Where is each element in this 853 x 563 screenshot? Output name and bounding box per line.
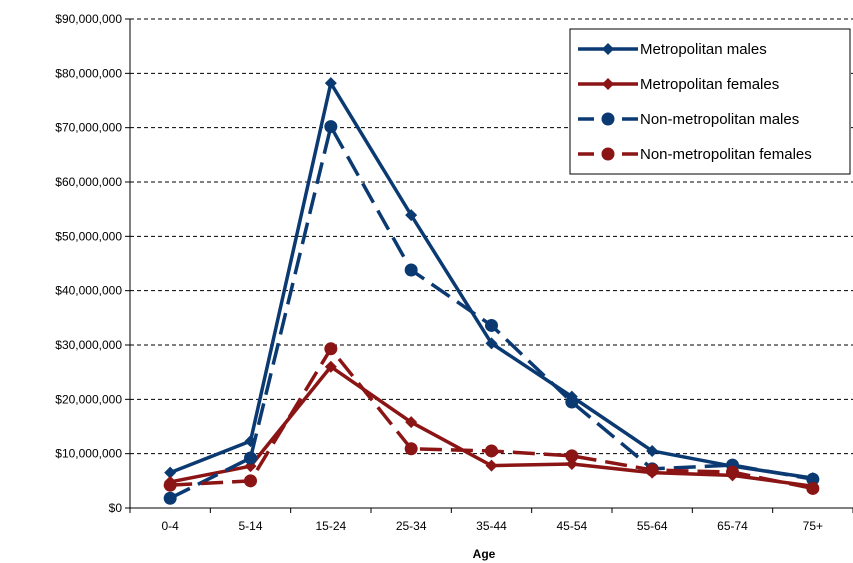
y-tick-label: $0 [109, 501, 123, 515]
legend-marker [601, 112, 615, 126]
legend-label: Non-metropolitan females [640, 146, 812, 163]
legend: Metropolitan males Metropolitan females No… [569, 28, 851, 175]
x-tick-label: 5-14 [238, 519, 262, 533]
legend-item: Metropolitan males [578, 41, 767, 58]
data-point [485, 459, 498, 472]
data-point [485, 337, 498, 350]
y-tick-label: $30,000,000 [55, 338, 122, 352]
y-tick-label: $90,000,000 [55, 12, 122, 26]
x-tick-labels: 0-4 5-14 15-24 25-34 35-44 45-54 55-64 65-74 75+ [161, 519, 823, 533]
legend-marker [601, 147, 615, 161]
legend-item: Non-metropolitan males [578, 111, 799, 128]
x-tick-label: 45-54 [556, 519, 587, 533]
y-tick-labels: $0 $10,000,000 $20,000,000 $30,000,000 $40,0… [55, 12, 122, 515]
data-point [244, 451, 257, 465]
x-tick-label: 15-24 [315, 519, 346, 533]
x-tick-label: 0-4 [161, 519, 179, 533]
y-tick-label: $50,000,000 [55, 229, 122, 243]
x-tick-label: 25-34 [396, 519, 427, 533]
data-point [565, 395, 579, 409]
x-tick-label: 35-44 [476, 519, 507, 533]
y-tick-label: $40,000,000 [55, 284, 122, 298]
legend-item: Metropolitan females [578, 76, 779, 93]
data-point [485, 444, 498, 458]
data-point [565, 449, 579, 463]
x-tick-label: 65-74 [717, 519, 748, 533]
x-tick-label: 55-64 [637, 519, 668, 533]
data-point [405, 209, 418, 222]
data-point [163, 478, 177, 492]
data-point [485, 318, 498, 332]
data-point [404, 263, 418, 277]
legend-label: Metropolitan males [640, 41, 767, 58]
data-point [164, 466, 177, 479]
data-point [405, 416, 418, 429]
y-tick-label: $80,000,000 [55, 66, 122, 80]
data-point [324, 77, 337, 90]
data-point [324, 342, 338, 356]
series-lines [163, 77, 820, 505]
data-point [324, 360, 337, 373]
data-point [726, 465, 739, 479]
x-axis-title: Age [473, 547, 496, 561]
x-tick-label: 75+ [803, 519, 823, 533]
data-point [163, 491, 177, 505]
data-point [404, 442, 418, 456]
y-tick-label: $70,000,000 [55, 121, 122, 135]
data-point [806, 472, 820, 486]
y-tick-label: $10,000,000 [55, 447, 122, 461]
data-point [645, 463, 659, 477]
y-tick-label: $20,000,000 [55, 392, 122, 406]
data-point [646, 444, 659, 457]
axes [125, 18, 853, 513]
legend-marker [602, 43, 614, 55]
data-point [244, 474, 257, 488]
legend-marker [602, 78, 614, 90]
data-point [324, 120, 338, 134]
legend-item: Non-metropolitan females [578, 146, 812, 163]
data-point [806, 481, 820, 495]
legend-label: Metropolitan females [640, 76, 779, 93]
y-tick-label: $60,000,000 [55, 175, 122, 189]
series-4 [163, 342, 820, 495]
legend-box [569, 28, 851, 175]
legend-label: Non-metropolitan males [640, 111, 799, 128]
